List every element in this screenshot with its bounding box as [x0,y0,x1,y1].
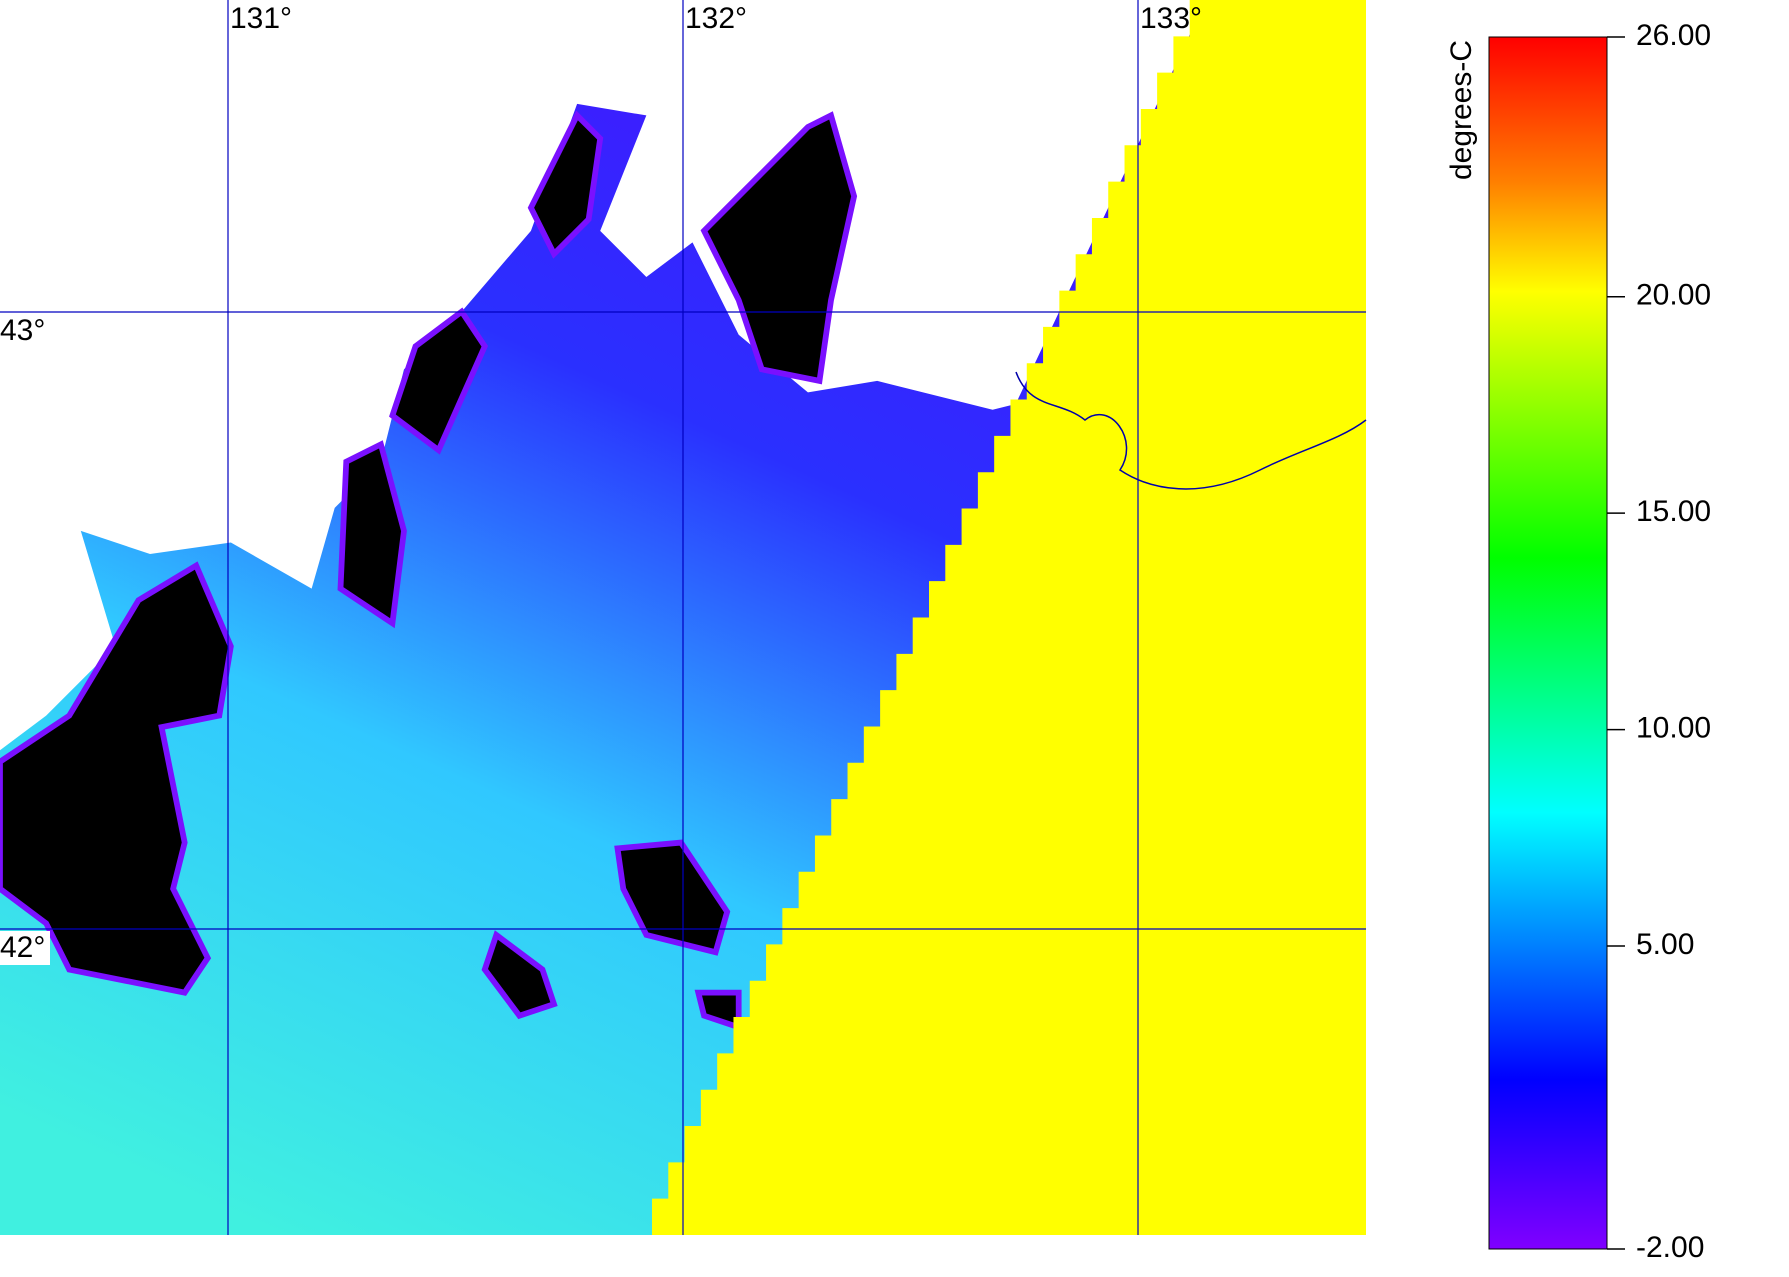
unmapped-land [0,0,1207,751]
longitude-label: 133° [1140,2,1202,35]
land [527,110,604,259]
label-background [0,931,50,965]
colorbar [1488,36,1608,1250]
land [700,111,858,385]
land [337,440,407,629]
colorbar-label: degrees-C [1445,40,1478,180]
land-shapes [0,0,1207,1032]
latitude-label: 42° [0,931,45,964]
graticule: 131° 132° 133° 43° 42° [0,0,1366,1235]
colorbar-tick-label: 20.00 [1636,279,1711,312]
colorbar-tick-label: 15.00 [1636,495,1711,528]
latitude-label: 43° [0,314,45,347]
island [481,930,558,1020]
longitude-label: 131° [230,2,292,35]
colorbar-tick-label: 10.00 [1636,711,1711,744]
coastline [1015,371,1367,490]
island [614,839,731,956]
longitude-label: 132° [685,2,747,35]
masked-region [652,0,1366,1235]
colorbar-tick-label: 5.00 [1636,928,1694,961]
land [0,561,234,996]
land [389,307,489,455]
label-background [0,314,50,348]
colorbar-tick-label: -2.00 [1636,1231,1704,1264]
colorbar-tick-label: 26.00 [1636,19,1711,52]
